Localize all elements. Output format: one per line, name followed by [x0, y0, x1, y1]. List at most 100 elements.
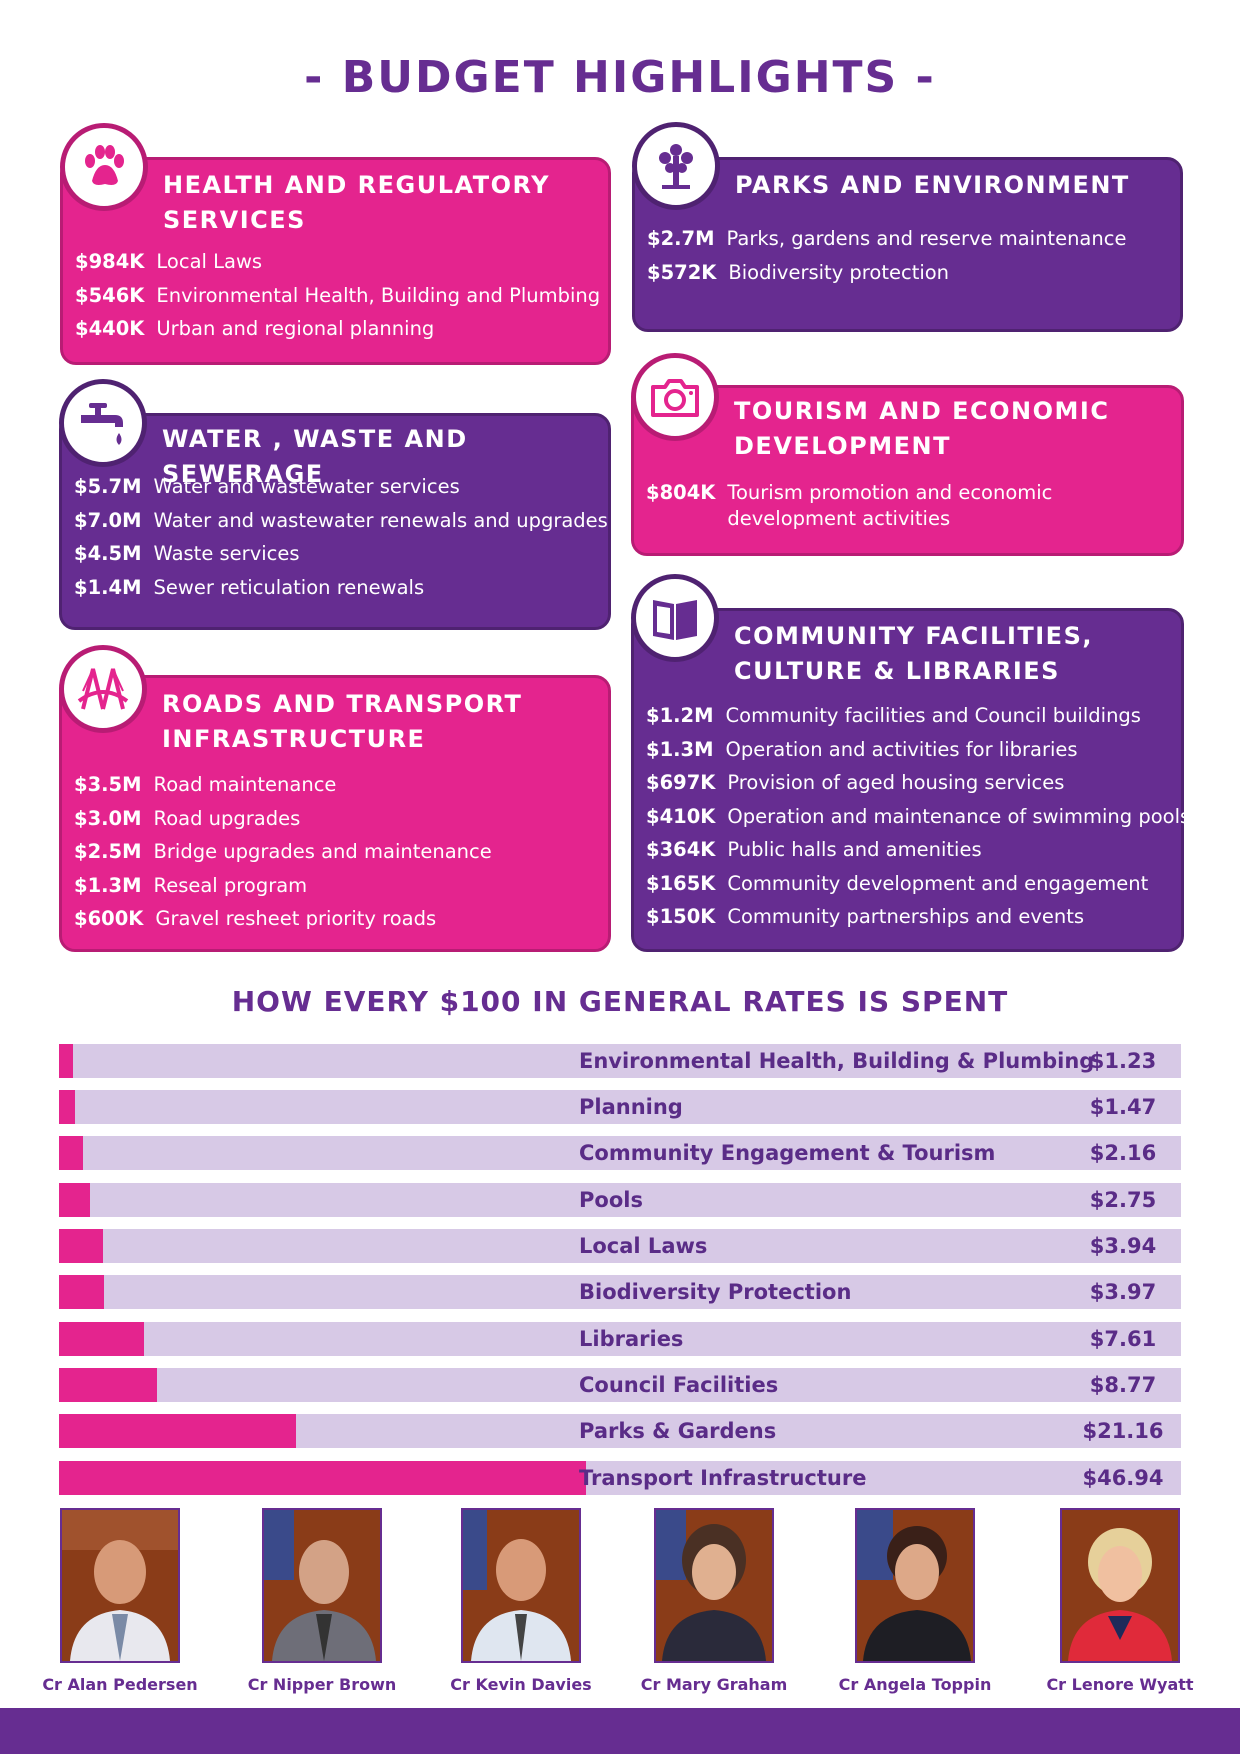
- bar-row-planning: Planning $1.47: [59, 1090, 1181, 1124]
- bar-row-transport: Transport Infrastructure $46.94: [59, 1461, 1181, 1495]
- bar-row-parks-gardens: Parks & Gardens $21.16: [59, 1414, 1181, 1448]
- bar-row-biodiversity: Biodiversity Protection $3.97: [59, 1275, 1181, 1309]
- list-item: $150K Community partnerships and events: [646, 905, 1085, 928]
- list-item: $697K Provision of aged housing services: [646, 771, 1065, 794]
- list-item: $3.0M Road upgrades: [74, 806, 301, 830]
- camera-icon: [631, 353, 719, 441]
- card-title: PARKS AND ENVIRONMENT: [735, 171, 1130, 199]
- bar-value: $8.77: [1089, 1373, 1157, 1397]
- bar-label: Parks & Gardens: [579, 1419, 777, 1443]
- bar-value: $1.23: [1089, 1049, 1157, 1073]
- card-items: $5.7M Water and wastewater services $7.0M…: [74, 470, 608, 604]
- list-item: $165K Community development and engagemen…: [646, 871, 1149, 895]
- list-item: $410K Operation and maintenance of swimmi…: [646, 804, 1191, 828]
- councillor-card: Cr Angela Toppin: [815, 1508, 1015, 1694]
- tree-icon: [632, 122, 720, 210]
- councillor-card: Cr Kevin Davies: [421, 1508, 621, 1694]
- list-item: $804K Tourism promotion and economic deve…: [646, 481, 1053, 530]
- card-health-regulatory: HEALTH AND REGULATORY SERVICES $984K Loca…: [60, 157, 611, 365]
- bar-fill: [59, 1322, 144, 1356]
- card-items: $1.2M Community facilities and Council bu…: [646, 699, 1191, 934]
- bar-row-environmental-health: Environmental Health, Building & Plumbin…: [59, 1044, 1181, 1078]
- tap-icon: [59, 379, 147, 467]
- bar-label: Libraries: [579, 1327, 684, 1351]
- councillor-name: Cr Mary Graham: [640, 1675, 788, 1694]
- councillor-name: Cr Alan Pedersen: [42, 1675, 198, 1694]
- bar-row-community-engagement: Community Engagement & Tourism $2.16: [59, 1136, 1181, 1170]
- list-item: $7.0M Water and wastewater renewals and u…: [74, 508, 608, 532]
- card-title: TOURISM AND ECONOMIC DEVELOPMENT: [734, 397, 1110, 460]
- councillor-photo: [60, 1508, 180, 1663]
- bar-label: Local Laws: [579, 1234, 708, 1258]
- bridge-icon: [59, 645, 147, 733]
- bar-value: $7.61: [1089, 1327, 1157, 1351]
- councillor-photo: [1060, 1508, 1180, 1663]
- bar-fill: [59, 1090, 75, 1124]
- councillor-photo: [262, 1508, 382, 1663]
- list-item: $546K Environmental Health, Building and …: [75, 283, 601, 307]
- card-water-waste-sewerage: WATER , WASTE AND SEWERAGE $5.7M Water an…: [59, 413, 611, 630]
- bar-value: $3.94: [1089, 1234, 1157, 1258]
- card-items: $2.7M Parks, gardens and reserve maintena…: [647, 222, 1174, 289]
- card-tourism-economic: TOURISM AND ECONOMIC DEVELOPMENT $804K To…: [631, 385, 1184, 556]
- councillor-photo: [461, 1508, 581, 1663]
- card-title: HEALTH AND REGULATORY SERVICES: [163, 171, 551, 234]
- list-item: $1.2M Community facilities and Council bu…: [646, 704, 1141, 727]
- card-community-facilities: COMMUNITY FACILITIES, CULTURE & LIBRARIE…: [631, 608, 1191, 952]
- bar-label: Environmental Health, Building & Plumbin…: [579, 1049, 1095, 1073]
- bar-fill: [59, 1136, 83, 1170]
- card-items: $804K Tourism promotion and economic deve…: [646, 480, 1175, 532]
- card-items: $3.5M Road maintenance $3.0M Road upgrades…: [74, 768, 602, 936]
- list-item: $4.5M Waste services: [74, 542, 300, 565]
- list-item: $2.7M Parks, gardens and reserve maintena…: [647, 227, 1127, 250]
- bar-label: Transport Infrastructure: [579, 1466, 867, 1490]
- councillor-photo: [654, 1508, 774, 1663]
- card-title: COMMUNITY FACILITIES, CULTURE & LIBRARIE…: [734, 622, 1093, 685]
- bar-value: $2.75: [1089, 1188, 1157, 1212]
- councillor-card: Cr Mary Graham: [614, 1508, 814, 1694]
- bar-row-council-facilities: Council Facilities $8.77: [59, 1368, 1181, 1402]
- bar-label: Council Facilities: [579, 1373, 779, 1397]
- bar-fill: [59, 1368, 157, 1402]
- bar-fill: [59, 1183, 90, 1217]
- bar-value: $3.97: [1089, 1280, 1157, 1304]
- bar-fill: [59, 1229, 103, 1263]
- bar-label: Biodiversity Protection: [579, 1280, 852, 1304]
- footer-band: [0, 1708, 1240, 1754]
- bar-value: $2.16: [1089, 1141, 1157, 1165]
- bar-fill: [59, 1414, 296, 1448]
- councillor-name: Cr Nipper Brown: [247, 1675, 397, 1694]
- councillor-card: Cr Lenore Wyatt: [1020, 1508, 1220, 1694]
- list-item: $1.3M Operation and activities for librar…: [646, 737, 1078, 761]
- page-title: - BUDGET HIGHLIGHTS -: [304, 52, 936, 103]
- book-icon: [631, 574, 719, 662]
- bar-label: Community Engagement & Tourism: [579, 1141, 996, 1165]
- bar-fill: [59, 1275, 104, 1309]
- councillor-card: Cr Nipper Brown: [222, 1508, 422, 1694]
- bar-fill: [59, 1044, 73, 1078]
- card-items: $984K Local Laws $546K Environmental Healt…: [75, 245, 602, 346]
- bar-value: $1.47: [1089, 1095, 1157, 1119]
- card-title: ROADS AND TRANSPORT INFRASTRUCTURE: [162, 690, 523, 753]
- bar-value: $46.94: [1082, 1466, 1164, 1490]
- card-parks-environment: PARKS AND ENVIRONMENT $2.7M Parks, garden…: [632, 157, 1183, 332]
- bar-label: Planning: [579, 1095, 683, 1119]
- card-roads-transport: ROADS AND TRANSPORT INFRASTRUCTURE $3.5M…: [59, 675, 611, 952]
- rates-section-title: HOW EVERY $100 IN GENERAL RATES IS SPENT: [231, 985, 1009, 1018]
- paw-icon: [60, 123, 148, 211]
- list-item: $2.5M Bridge upgrades and maintenance: [74, 840, 492, 863]
- councillor-photo: [855, 1508, 975, 1663]
- councillor-name: Cr Angela Toppin: [838, 1675, 992, 1694]
- councillor-name: Cr Lenore Wyatt: [1046, 1675, 1194, 1694]
- councillor-card: Cr Alan Pedersen: [20, 1508, 220, 1694]
- bar-row-pools: Pools $2.75: [59, 1183, 1181, 1217]
- list-item: $440K Urban and regional planning: [75, 317, 435, 340]
- councillor-name: Cr Kevin Davies: [450, 1675, 592, 1694]
- bar-row-local-laws: Local Laws $3.94: [59, 1229, 1181, 1263]
- bar-value: $21.16: [1082, 1419, 1164, 1443]
- list-item: $984K Local Laws: [75, 250, 263, 273]
- bar-fill: [59, 1461, 586, 1495]
- list-item: $5.7M Water and wastewater services: [74, 475, 460, 498]
- list-item: $600K Gravel resheet priority roads: [74, 907, 437, 930]
- list-item: $1.4M Sewer reticulation renewals: [74, 575, 425, 599]
